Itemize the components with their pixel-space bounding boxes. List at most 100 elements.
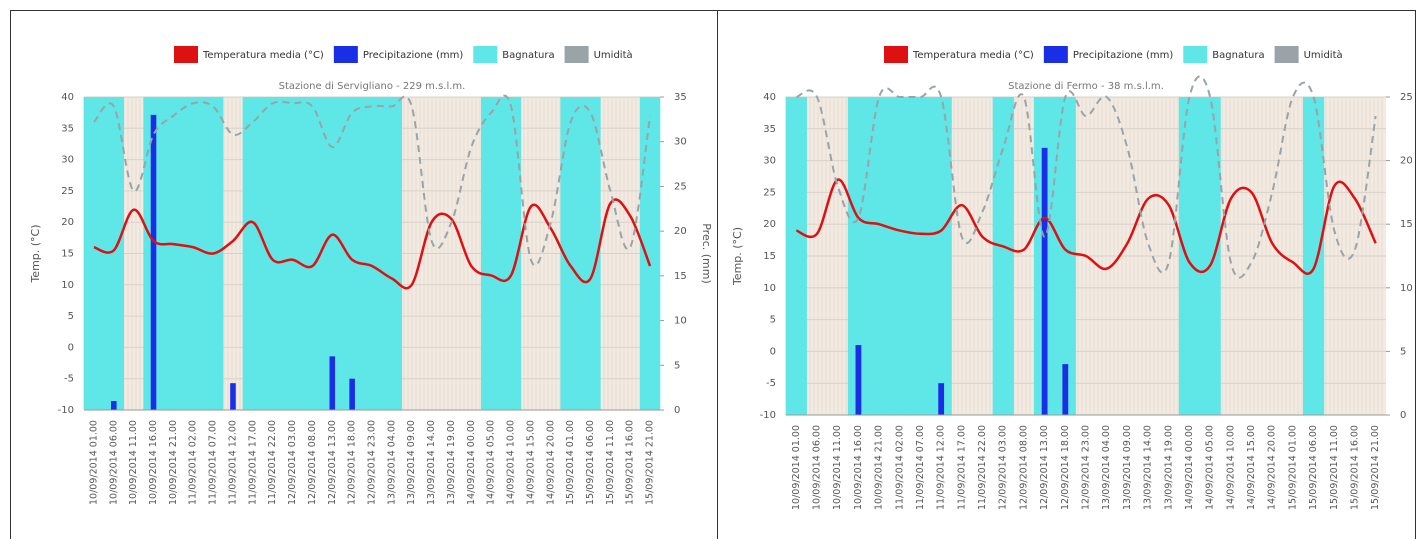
x-tick-label: 11/09/2014 12.00 xyxy=(227,420,238,505)
x-tick-label: 12/09/2014 03.00 xyxy=(998,425,1009,510)
chart-subtitle: Stazione di Fermo - 38 m.s.l.m. xyxy=(1008,81,1164,92)
x-tick-label: 13/09/2014 04.00 xyxy=(386,420,397,505)
x-tick-label: 12/09/2014 23.00 xyxy=(1081,425,1092,510)
legend-swatch xyxy=(1043,46,1068,63)
x-tick-label: 10/09/2014 21.00 xyxy=(168,420,179,505)
legend-label: Precipitazione (mm) xyxy=(1073,50,1174,61)
panel-frame xyxy=(717,10,1416,539)
y2-tick-label: 5 xyxy=(674,360,680,371)
y-axis-title: Temp. (°C) xyxy=(731,227,744,286)
y2-tick-label: 10 xyxy=(1400,283,1413,294)
wetness-bar xyxy=(103,97,124,410)
y-tick-label: -5 xyxy=(766,378,776,389)
wetness-bar xyxy=(639,97,661,410)
x-tick-label: 15/09/2014 01.00 xyxy=(565,420,576,505)
y2-tick-label: 0 xyxy=(1400,410,1406,421)
x-tick-label: 15/09/2014 21.00 xyxy=(645,420,656,505)
x-tick-label: 14/09/2014 15.00 xyxy=(525,420,536,505)
legend-swatch xyxy=(174,46,198,63)
x-tick-label: 13/09/2014 09.00 xyxy=(406,420,417,505)
x-tick-label: 15/09/2014 06.00 xyxy=(585,420,596,505)
wetness-bar xyxy=(302,97,323,410)
x-tick-label: 14/09/2014 00.00 xyxy=(1184,425,1195,510)
wetness-bar xyxy=(500,97,522,410)
x-tick-label: 12/09/2014 18.00 xyxy=(1060,425,1071,510)
x-tick-label: 10/09/2014 06.00 xyxy=(108,420,119,505)
legend-swatch xyxy=(1183,46,1208,63)
x-tick-label: 10/09/2014 21.00 xyxy=(874,425,885,510)
x-tick-label: 13/09/2014 19.00 xyxy=(446,420,457,505)
legend-label: Precipitazione (mm) xyxy=(363,50,464,61)
x-tick-label: 14/09/2014 20.00 xyxy=(545,420,556,505)
x-tick-label: 12/09/2014 18.00 xyxy=(347,420,358,505)
legend-swatch xyxy=(473,46,498,63)
wetness-bar xyxy=(992,97,1014,415)
chart: Temperatura media (°C) Precipitazione (mm… xyxy=(731,46,1413,510)
x-tick-label: 15/09/2014 21.00 xyxy=(1370,425,1381,510)
wetness-bar xyxy=(381,97,403,410)
y-tick-label: 20 xyxy=(61,217,74,228)
x-tick-label: 11/09/2014 02.00 xyxy=(894,425,905,510)
x-tick-label: 10/09/2014 06.00 xyxy=(812,425,823,510)
y-tick-label: 5 xyxy=(770,315,776,326)
wetness-bar xyxy=(480,97,502,410)
x-tick-label: 15/09/2014 06.00 xyxy=(1308,425,1319,510)
precip-bar xyxy=(349,378,355,410)
legend-swatch xyxy=(333,46,358,63)
y-tick-label: 15 xyxy=(61,249,74,260)
precip-bar xyxy=(230,383,236,410)
wetness-bar xyxy=(322,97,343,410)
x-tick-label: 14/09/2014 10.00 xyxy=(1225,425,1236,510)
x-tick-label: 11/09/2014 12.00 xyxy=(936,425,947,510)
y-axis-title: Temp. (°C) xyxy=(29,224,42,283)
y-tick-label: 15 xyxy=(763,251,776,262)
wetness-bar xyxy=(909,97,932,415)
x-tick-label: 14/09/2014 10.00 xyxy=(506,420,517,505)
y2-tick-label: 15 xyxy=(674,271,687,282)
x-tick-label: 12/09/2014 23.00 xyxy=(367,420,378,505)
wetness-bar xyxy=(785,97,807,415)
x-tick-label: 11/09/2014 22.00 xyxy=(267,420,278,505)
x-tick-label: 12/09/2014 13.00 xyxy=(327,420,338,505)
precip-bar xyxy=(329,356,336,410)
y-tick-label: -5 xyxy=(64,374,74,385)
temperature-line xyxy=(93,198,652,290)
y2-tick-label: 20 xyxy=(674,226,687,237)
wetness-bar xyxy=(242,97,264,410)
x-tick-label: 15/09/2014 11.00 xyxy=(605,420,616,505)
wetness-bar xyxy=(262,97,283,410)
x-tick-label: 15/09/2014 01.00 xyxy=(1287,425,1298,510)
x-tick-label: 11/09/2014 07.00 xyxy=(915,425,926,510)
wetness-bar xyxy=(930,97,952,415)
x-tick-label: 12/09/2014 13.00 xyxy=(1039,425,1050,510)
x-tick-label: 11/09/2014 07.00 xyxy=(208,420,219,505)
x-tick-label: 10/09/2014 01.00 xyxy=(88,420,99,505)
y2-tick-label: 30 xyxy=(674,137,687,148)
x-tick-label: 14/09/2014 05.00 xyxy=(1205,425,1216,510)
precip-bar xyxy=(150,114,157,410)
x-tick-label: 11/09/2014 17.00 xyxy=(247,420,258,505)
y-tick-label: -10 xyxy=(760,410,776,421)
y-tick-label: 30 xyxy=(763,156,776,167)
wetness-bar xyxy=(83,97,105,410)
wetness-bar xyxy=(341,97,363,410)
wetness-bar xyxy=(282,97,303,410)
x-tick-label: 10/09/2014 11.00 xyxy=(128,420,139,505)
x-tick-label: 13/09/2014 19.00 xyxy=(1163,425,1174,510)
y-tick-label: 0 xyxy=(68,342,74,353)
y-tick-label: 40 xyxy=(763,92,776,103)
y2-tick-label: 10 xyxy=(674,316,687,327)
x-tick-label: 15/09/2014 16.00 xyxy=(1349,425,1360,510)
y-tick-label: 0 xyxy=(770,346,776,357)
y2-tick-label: 15 xyxy=(1400,219,1413,230)
x-tick-label: 14/09/2014 05.00 xyxy=(486,420,497,505)
y-tick-label: 10 xyxy=(763,283,776,294)
legend-label: Umidità xyxy=(594,49,633,61)
precip-bar xyxy=(855,345,862,415)
y-tick-label: 20 xyxy=(763,219,776,230)
x-tick-label: 12/09/2014 03.00 xyxy=(287,420,298,505)
x-tick-label: 15/09/2014 11.00 xyxy=(1329,425,1340,510)
wetness-bar xyxy=(1302,97,1325,415)
x-tick-label: 15/09/2014 16.00 xyxy=(625,420,636,505)
